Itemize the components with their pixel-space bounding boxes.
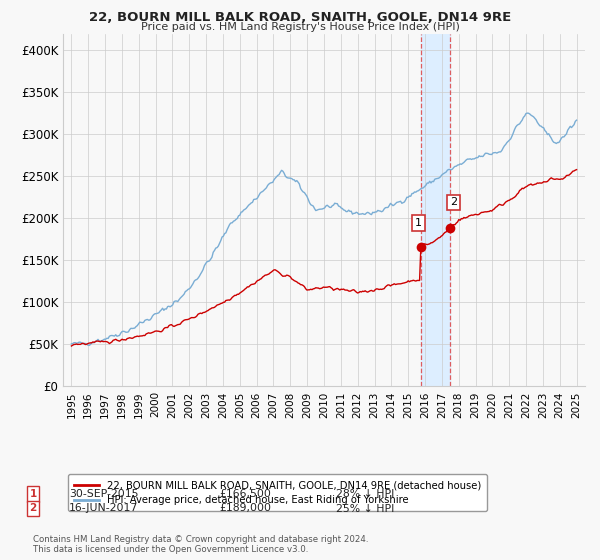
Text: £189,000: £189,000 bbox=[219, 503, 271, 514]
Text: 22, BOURN MILL BALK ROAD, SNAITH, GOOLE, DN14 9RE: 22, BOURN MILL BALK ROAD, SNAITH, GOOLE,… bbox=[89, 11, 511, 24]
Text: 1: 1 bbox=[29, 489, 37, 499]
Text: Price paid vs. HM Land Registry's House Price Index (HPI): Price paid vs. HM Land Registry's House … bbox=[140, 22, 460, 32]
Text: 30-SEP-2015: 30-SEP-2015 bbox=[69, 489, 139, 499]
Text: Contains HM Land Registry data © Crown copyright and database right 2024.
This d: Contains HM Land Registry data © Crown c… bbox=[33, 535, 368, 554]
Text: 2: 2 bbox=[450, 198, 457, 207]
Text: 1: 1 bbox=[415, 218, 422, 228]
Legend: 22, BOURN MILL BALK ROAD, SNAITH, GOOLE, DN14 9RE (detached house), HPI: Average: 22, BOURN MILL BALK ROAD, SNAITH, GOOLE,… bbox=[68, 474, 487, 511]
Text: £166,500: £166,500 bbox=[219, 489, 271, 499]
Text: 28% ↓ HPI: 28% ↓ HPI bbox=[336, 489, 394, 499]
Text: 16-JUN-2017: 16-JUN-2017 bbox=[69, 503, 138, 514]
Bar bbox=[421, 34, 449, 386]
Text: 25% ↓ HPI: 25% ↓ HPI bbox=[336, 503, 394, 514]
Text: 2: 2 bbox=[29, 503, 37, 514]
